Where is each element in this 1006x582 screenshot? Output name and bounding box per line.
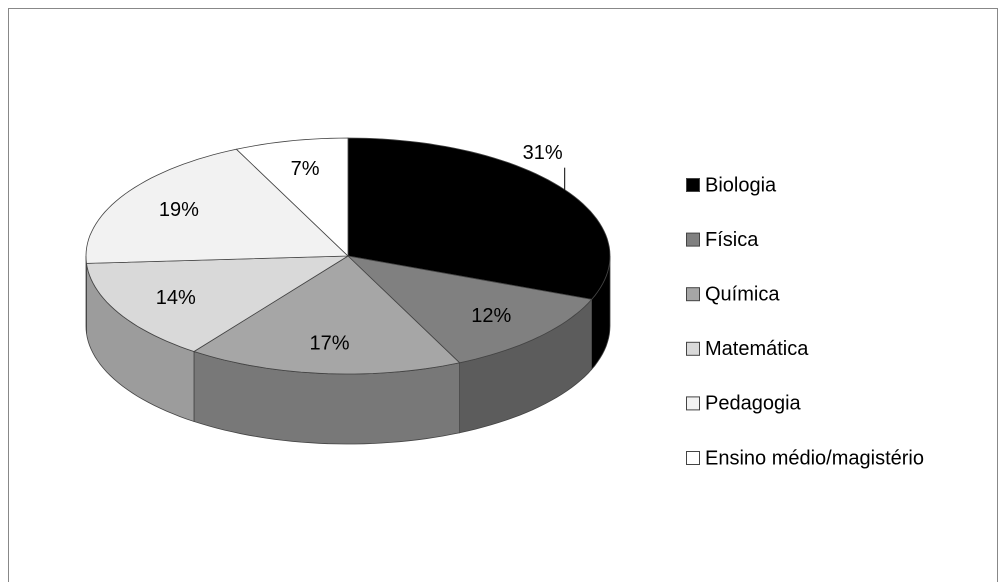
legend-label: Pedagogia	[705, 393, 802, 415]
legend-label: Química	[705, 283, 780, 305]
legend-swatch	[686, 178, 700, 192]
legend-swatch	[686, 396, 700, 411]
legend-swatch	[686, 451, 700, 465]
data-label: 31%	[523, 142, 563, 164]
legend-label: Biologia	[705, 174, 777, 196]
data-label: 14%	[156, 287, 196, 309]
data-label: 17%	[309, 332, 349, 354]
legend-swatch	[686, 341, 700, 356]
slice	[347, 137, 611, 300]
legend-swatch	[686, 287, 700, 302]
slice	[193, 255, 461, 375]
slice	[85, 148, 349, 264]
data-label: 12%	[471, 305, 511, 327]
legend-label: Física	[705, 229, 759, 251]
slice	[86, 255, 350, 352]
data-label: 19%	[159, 199, 199, 221]
legend-label: Ensino médio/magistério	[705, 447, 924, 469]
slice	[346, 255, 593, 364]
slice	[235, 137, 349, 257]
data-label: 7%	[291, 158, 320, 180]
slice-side	[85, 255, 87, 334]
legend-swatch	[686, 232, 700, 247]
legend-label: Matemática	[705, 338, 809, 360]
